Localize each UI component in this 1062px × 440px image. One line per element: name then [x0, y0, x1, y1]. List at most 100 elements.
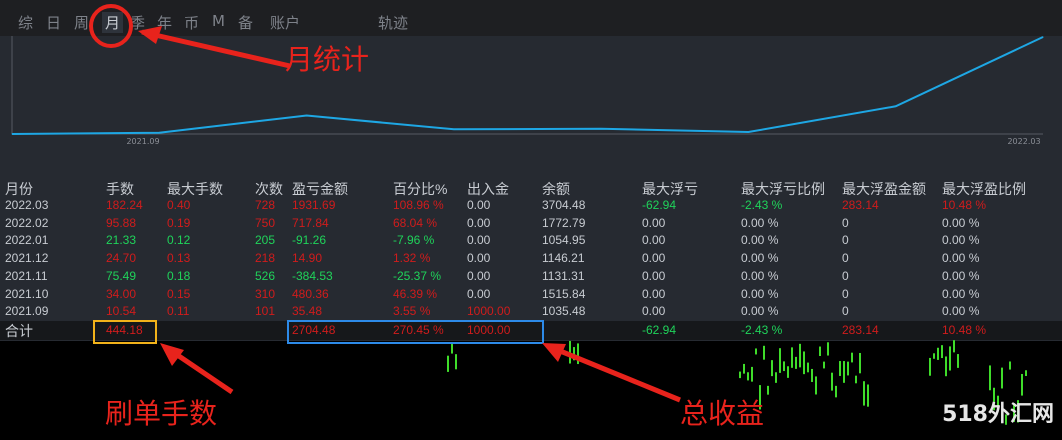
tab-1[interactable]: 日 [46, 14, 62, 32]
tab-bar: 综日周月季年币 M 备账户 轨迹 [0, 0, 1062, 36]
table-cell: 2022.01 [5, 233, 49, 248]
tab-3[interactable]: 月 [102, 12, 124, 33]
table-cell: 0.00 [642, 251, 666, 266]
table-cell: 35.48 [292, 304, 323, 319]
tab-0[interactable]: 综 [18, 14, 34, 32]
tab-9[interactable]: 账户 [270, 14, 301, 32]
table-cell: 0 [842, 251, 849, 266]
table-cell: 10.54 [106, 304, 137, 319]
table-cell: 0.00 [467, 268, 491, 283]
table-cell: 68.04 % [393, 215, 438, 230]
tab-10[interactable]: 轨迹 [378, 14, 409, 32]
tab-4[interactable]: 季 [130, 14, 146, 32]
column-header: 最大浮盈比例 [942, 181, 1026, 197]
watermark: 518外汇网 [942, 402, 1054, 427]
table-cell: 10.48 % [942, 198, 987, 212]
column-header: 出入金 [467, 181, 509, 197]
table-cell: 205 [255, 233, 276, 248]
table-cell: -62.94 [642, 198, 677, 212]
table-cell: 0.00 % [741, 251, 779, 266]
column-header: 最大手数 [167, 181, 223, 197]
profit-highlight-box [287, 320, 544, 344]
balance-point [453, 128, 455, 130]
balance-point [747, 131, 749, 133]
table-cell: 0 [842, 304, 849, 319]
total-cell: 合计 [5, 323, 33, 339]
tab-6[interactable]: 币 [184, 14, 200, 32]
monthly-stats-table: 月份 手数 最大手数 次数 盈亏金额 百分比% 出入金 余额 最大浮亏 最大浮亏比例 最大浮盈金额最… [0, 152, 1062, 341]
balance-point [600, 128, 602, 130]
column-header: 最大浮盈金额 [842, 181, 926, 197]
table-cell: 0 [842, 233, 849, 248]
table-cell: -384.53 [292, 268, 333, 283]
table-cell: 0.40 [167, 198, 191, 212]
total-cell: 444.18 [106, 323, 143, 337]
table-cell: 0.00 [467, 233, 491, 248]
annotation-month-stats: 月统计 [285, 43, 370, 76]
table-cell: 1772.79 [542, 215, 586, 230]
table-cell: 3704.48 [542, 198, 586, 212]
table-cell: 21.33 [106, 233, 137, 248]
balance-point [1042, 36, 1044, 38]
column-header: 盈亏金额 [292, 181, 348, 197]
table-cell: 24.70 [106, 251, 137, 266]
table-cell: 0.00 % [741, 215, 779, 230]
tab-8[interactable]: 备 [238, 14, 254, 32]
column-header: 最大浮亏比例 [741, 181, 825, 197]
table-cell: 0 [842, 215, 849, 230]
balance-line [11, 36, 1044, 135]
total-cell: 1000.00 [467, 323, 511, 337]
total-cell: -2.43 % [741, 323, 783, 337]
table-cell: 2022.03 [5, 198, 49, 212]
table-cell: 0 [842, 286, 849, 301]
table-cell: 0.00 % [942, 268, 980, 283]
table-cell: 0.00 % [942, 215, 980, 230]
table-cell: 0.00 [642, 304, 666, 319]
table-cell: 0.19 [167, 215, 191, 230]
table-cell: -7.96 % [393, 233, 435, 248]
lots-highlight-box [93, 320, 157, 344]
column-header: 最大浮亏 [642, 181, 698, 197]
table-cell: 95.88 [106, 215, 137, 230]
table-cell: 310 [255, 286, 276, 301]
table-cell: 75.49 [106, 268, 137, 283]
table-cell: 1131.31 [542, 268, 585, 283]
table-cell: 480.36 [292, 286, 329, 301]
table-cell: 46.39 % [393, 286, 438, 301]
table-cell: 0.12 [167, 233, 191, 248]
table-cell: 1.32 % [393, 251, 431, 266]
table-cell: 717.84 [292, 215, 329, 230]
table-cell: 2021.10 [5, 286, 49, 301]
table-cell: 0.00 % [741, 286, 779, 301]
tab-7[interactable]: M [212, 12, 225, 30]
balance-point [306, 114, 308, 116]
total-row: 合计 444.18 2704.48 270.45 % 1000.00 -62.94 -2.4… [0, 321, 1062, 340]
x-tick-label: 2021.09 [126, 137, 159, 146]
table-cell: 0.00 % [741, 268, 779, 283]
table-cell: 182.24 [106, 198, 143, 212]
table-cell: 1931.69 [292, 198, 336, 212]
table-cell: 1035.48 [542, 304, 586, 319]
total-cell: -62.94 [642, 323, 677, 337]
table-cell: 0.00 [467, 215, 491, 230]
table-cell: 2021.09 [5, 304, 49, 319]
table-cell: -2.43 % [741, 198, 783, 212]
table-cell: 218 [255, 251, 276, 266]
table-cell: 0.00 [467, 198, 491, 212]
total-cell: 10.48 % [942, 323, 987, 337]
table-cell: 0.00 [642, 268, 666, 283]
table-cell: -91.26 [292, 233, 327, 248]
balance-point [11, 133, 13, 135]
balance-point [158, 132, 160, 134]
table-cell: 2022.02 [5, 215, 49, 230]
annotation-total-profit: 总收益 [680, 397, 765, 430]
tab-2[interactable]: 周 [74, 14, 90, 32]
table-cell: 1054.95 [542, 233, 586, 248]
table-cell: 0.00 % [942, 251, 980, 266]
table-cell: 0.00 % [942, 286, 980, 301]
table-cell: 0.18 [167, 268, 191, 283]
column-header: 百分比% [393, 181, 448, 197]
table-cell: 0.00 [467, 251, 491, 266]
table-cell: 14.90 [292, 251, 323, 266]
table-cell: 283.14 [842, 198, 879, 212]
